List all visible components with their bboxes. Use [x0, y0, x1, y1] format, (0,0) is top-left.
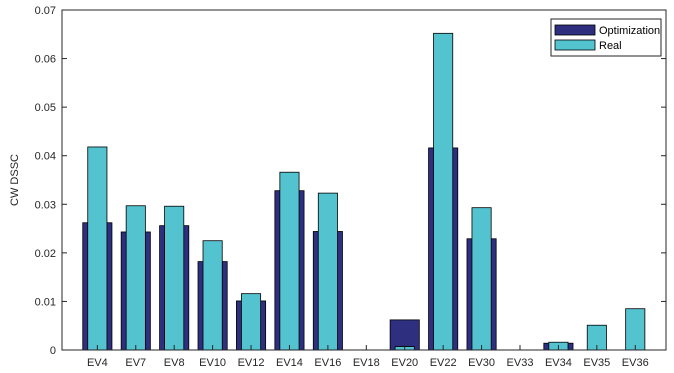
legend: Optimization Real [550, 18, 662, 57]
y-tick-label: 0.06 [35, 54, 56, 66]
y-axis-label: CW DSSC [9, 154, 21, 206]
bar-real [625, 308, 646, 351]
bar-real [433, 32, 454, 351]
x-tick-label: EV30 [468, 357, 495, 369]
bar-optimization [389, 319, 420, 351]
legend-label-optimization: Optimization [599, 25, 660, 37]
x-tick-label: EV18 [353, 357, 380, 369]
x-tick-label: EV7 [125, 357, 146, 369]
y-tick-label: 0.03 [35, 199, 56, 211]
bar-real [241, 293, 262, 351]
x-tick-label: EV4 [87, 357, 108, 369]
x-axis: EV4 EV7 EV8 EV10 EV12 EV14 EV16 EV18 EV20 EV22 EV3… [87, 345, 649, 369]
x-tick-label: EV8 [164, 357, 185, 369]
x-tick-label: EV10 [199, 357, 226, 369]
y-tick-label: 0.04 [35, 151, 56, 163]
plot-area [62, 10, 666, 350]
legend-label-real: Real [599, 40, 622, 52]
legend-swatch-real [554, 39, 596, 51]
y-tick-label: 0.02 [35, 248, 56, 260]
bar-real [125, 205, 146, 351]
y-tick-label: 0 [50, 345, 56, 357]
x-tick-label: EV33 [507, 357, 534, 369]
x-tick-label: EV22 [430, 357, 457, 369]
x-tick-label: EV36 [622, 357, 649, 369]
x-tick-label: EV16 [314, 357, 341, 369]
x-tick-label: EV35 [583, 357, 610, 369]
plot-frame [61, 9, 667, 351]
bar-real [317, 192, 338, 351]
y-axis: 0 0.01 0.02 0.03 0.04 0.05 0.06 0.07 [35, 5, 666, 357]
x-tick-label: EV12 [238, 357, 265, 369]
x-tick-label: EV20 [391, 357, 418, 369]
bar-real [87, 146, 108, 351]
bar-real [164, 205, 185, 351]
bar-real [202, 240, 223, 351]
y-tick-label: 0.05 [35, 102, 56, 114]
x-tick-label: EV34 [545, 357, 572, 369]
real-bars [87, 32, 646, 351]
legend-swatch-optimization [554, 24, 596, 36]
y-tick-label: 0.01 [35, 296, 56, 308]
y-tick-label: 0.07 [35, 5, 56, 17]
x-tick-label: EV14 [276, 357, 303, 369]
bar-real [279, 171, 300, 351]
bar-real [471, 207, 492, 351]
